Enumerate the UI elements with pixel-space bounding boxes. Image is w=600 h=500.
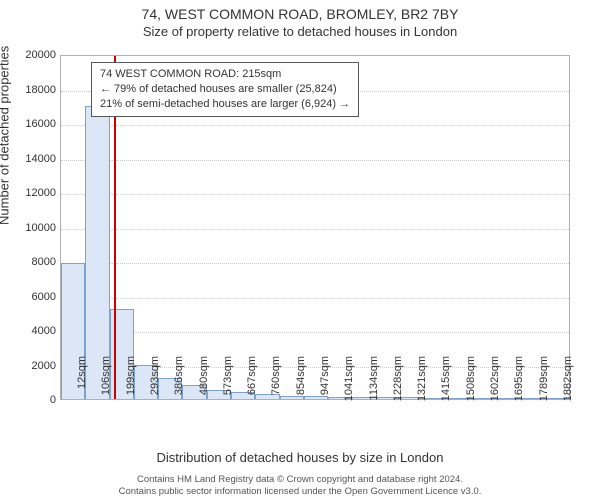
y-tick-label: 10000 — [25, 222, 56, 234]
x-tick-label: 667sqm — [246, 356, 258, 404]
y-tick-label: 14000 — [25, 153, 56, 165]
footer-line-2: Contains public sector information licen… — [0, 486, 600, 498]
x-tick-label: 106sqm — [100, 356, 112, 404]
x-tick-label: 386sqm — [173, 356, 185, 404]
info-line-3: 21% of semi-detached houses are larger (… — [100, 97, 350, 112]
gridline — [61, 194, 569, 195]
gridline — [61, 263, 569, 264]
x-tick-label: 1041sqm — [343, 356, 355, 404]
gridline — [61, 332, 569, 333]
x-tick-label: 854sqm — [295, 356, 307, 404]
footer: Contains HM Land Registry data © Crown c… — [0, 474, 600, 498]
histogram-bar — [85, 106, 109, 399]
y-tick-label: 18000 — [25, 84, 56, 96]
x-tick-label: 1228sqm — [392, 356, 404, 404]
y-axis-label: Number of detached properties — [0, 46, 12, 225]
x-tick-label: 1695sqm — [513, 356, 525, 404]
x-tick-label: 1882sqm — [562, 356, 574, 404]
y-tick-label: 16000 — [25, 118, 56, 130]
chart-title: 74, WEST COMMON ROAD, BROMLEY, BR2 7BY — [0, 6, 600, 22]
footer-line-1: Contains HM Land Registry data © Crown c… — [0, 474, 600, 486]
gridline — [61, 160, 569, 161]
x-tick-label: 573sqm — [222, 356, 234, 404]
x-tick-label: 1321sqm — [416, 356, 428, 404]
y-tick-label: 20000 — [25, 49, 56, 61]
x-tick-label: 1134sqm — [368, 356, 380, 404]
x-tick-label: 1415sqm — [440, 356, 452, 404]
y-tick-label: 12000 — [25, 187, 56, 199]
x-tick-label: 12sqm — [76, 356, 88, 404]
info-line-1: 74 WEST COMMON ROAD: 215sqm — [100, 67, 350, 82]
y-tick-label: 6000 — [32, 291, 56, 303]
y-tick-label: 2000 — [32, 360, 56, 372]
info-box: 74 WEST COMMON ROAD: 215sqm ← 79% of det… — [91, 62, 359, 117]
gridline — [61, 229, 569, 230]
x-tick-label: 480sqm — [198, 356, 210, 404]
chart-subtitle: Size of property relative to detached ho… — [0, 24, 600, 39]
title-block: 74, WEST COMMON ROAD, BROMLEY, BR2 7BY S… — [0, 6, 600, 39]
plot-area: 74 WEST COMMON ROAD: 215sqm ← 79% of det… — [60, 55, 570, 400]
gridline — [61, 298, 569, 299]
y-tick-label: 4000 — [32, 325, 56, 337]
x-tick-label: 1789sqm — [538, 356, 550, 404]
y-tick-label: 8000 — [32, 256, 56, 268]
x-tick-label: 199sqm — [125, 356, 137, 404]
y-tick-label: 0 — [50, 394, 56, 406]
x-tick-label: 1602sqm — [489, 356, 501, 404]
x-tick-label: 293sqm — [149, 356, 161, 404]
x-axis-label: Distribution of detached houses by size … — [0, 450, 600, 465]
chart-root: 74, WEST COMMON ROAD, BROMLEY, BR2 7BY S… — [0, 0, 600, 500]
x-tick-label: 947sqm — [319, 356, 331, 404]
x-tick-label: 760sqm — [270, 356, 282, 404]
info-line-2: ← 79% of detached houses are smaller (25… — [100, 82, 350, 97]
gridline — [61, 125, 569, 126]
x-tick-label: 1508sqm — [465, 356, 477, 404]
